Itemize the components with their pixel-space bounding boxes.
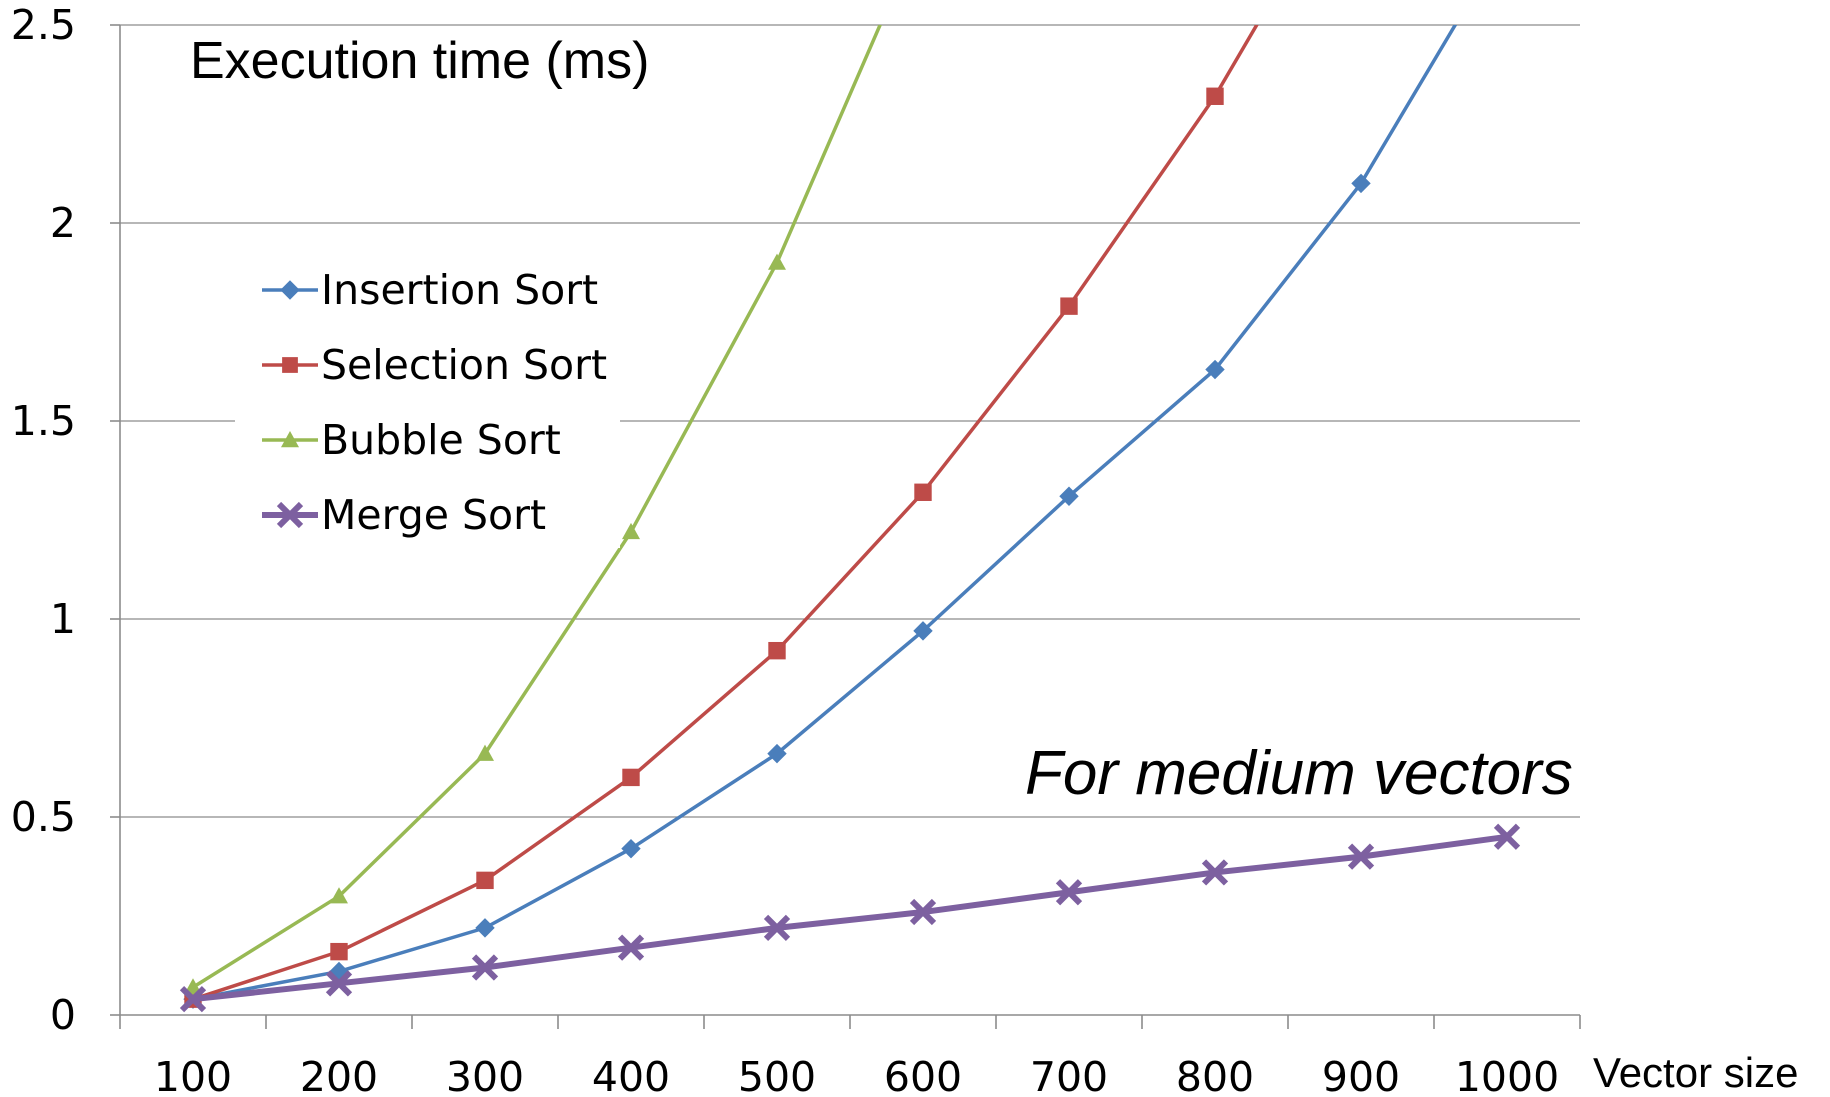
chart-title: Execution time (ms)	[190, 32, 649, 90]
data-point	[622, 522, 640, 540]
marker-stroke	[1493, 823, 1521, 850]
data-point	[621, 838, 641, 859]
data-point	[330, 887, 348, 904]
legend: Insertion Sort Selection Sort Bubble Sort M…	[235, 258, 620, 548]
data-point	[763, 914, 791, 942]
series-line	[192, 25, 1259, 1001]
x-axis-label: Vector size	[1593, 1049, 1798, 1096]
data-point	[913, 621, 933, 641]
legend-label: Bubble Sort	[321, 416, 561, 464]
y-tick-labels: 0 0.5 1 1.5 2 2.5	[11, 1, 76, 1039]
y-tick-label: 1.5	[11, 397, 76, 445]
y-tick-label: 2.5	[11, 1, 76, 49]
data-point	[622, 768, 640, 787]
annotation-text: For medium vectors	[1025, 739, 1573, 808]
x-tick-label: 300	[446, 1053, 524, 1097]
x-tick-label: 1000	[1455, 1053, 1559, 1097]
x-tick-label: 700	[1030, 1053, 1108, 1097]
series-line	[192, 25, 1458, 1001]
data-point	[325, 970, 353, 997]
data-point	[909, 898, 937, 926]
legend-marker	[276, 501, 304, 529]
series-merge-sort	[179, 823, 1521, 1013]
series-layer	[179, 25, 1521, 1013]
data-point	[768, 641, 786, 660]
legend-label: Selection Sort	[321, 341, 607, 389]
data-point	[1206, 87, 1224, 105]
data-point	[1493, 823, 1521, 850]
x-tick-label: 600	[884, 1053, 962, 1097]
series-line	[192, 25, 882, 989]
marker-stroke	[909, 898, 937, 926]
marker-stroke	[471, 954, 499, 981]
legend-item: Merge Sort	[262, 491, 546, 539]
y-tick-label: 2	[50, 199, 76, 247]
y-tick-label: 0	[50, 991, 76, 1039]
series-bubble-sort	[184, 25, 882, 995]
y-tick-label: 1	[50, 595, 76, 643]
legend-label: Merge Sort	[321, 491, 546, 539]
data-point	[1351, 173, 1371, 194]
data-point	[767, 743, 787, 764]
marker-stroke	[1347, 843, 1375, 870]
marker-stroke	[763, 914, 791, 942]
legend-item: Bubble Sort	[262, 416, 561, 464]
data-point	[1055, 879, 1083, 906]
data-point	[617, 934, 645, 961]
x-tick-label: 400	[592, 1053, 670, 1097]
x-tick-label: 100	[154, 1053, 232, 1097]
data-point	[768, 253, 786, 270]
legend-marker	[282, 357, 298, 373]
marker-stroke	[617, 934, 645, 961]
data-point	[330, 942, 348, 961]
axes	[110, 24, 1581, 1029]
marker-stroke	[325, 970, 353, 997]
data-point	[1201, 859, 1229, 886]
data-point	[1059, 486, 1079, 506]
legend-item: Insertion Sort	[262, 266, 598, 314]
legend-item: Selection Sort	[262, 341, 607, 389]
data-point	[471, 954, 499, 981]
data-point	[1347, 843, 1375, 870]
data-point	[179, 986, 207, 1013]
data-point	[1205, 359, 1225, 380]
y-tick-label: 0.5	[11, 793, 76, 841]
data-point	[476, 744, 494, 761]
x-tick-label: 200	[300, 1053, 378, 1097]
marker-stroke	[1201, 859, 1229, 886]
legend-label: Insertion Sort	[321, 266, 598, 314]
series-line	[192, 833, 1508, 1003]
x-tick-label: 800	[1176, 1053, 1254, 1097]
data-point	[914, 483, 932, 501]
marker-stroke	[179, 986, 207, 1013]
data-point	[475, 918, 495, 938]
x-tick-label: 500	[738, 1053, 816, 1097]
legend-marker	[281, 431, 299, 448]
data-point	[1060, 297, 1078, 315]
marker-stroke	[276, 501, 304, 529]
data-point	[476, 871, 494, 890]
legend-background	[235, 258, 620, 548]
x-tick-labels: 100 200 300 400 500 600 700 800 900 1000	[154, 1053, 1559, 1097]
x-tick-label: 900	[1322, 1053, 1400, 1097]
legend-marker	[280, 280, 300, 300]
marker-stroke	[1055, 879, 1083, 906]
